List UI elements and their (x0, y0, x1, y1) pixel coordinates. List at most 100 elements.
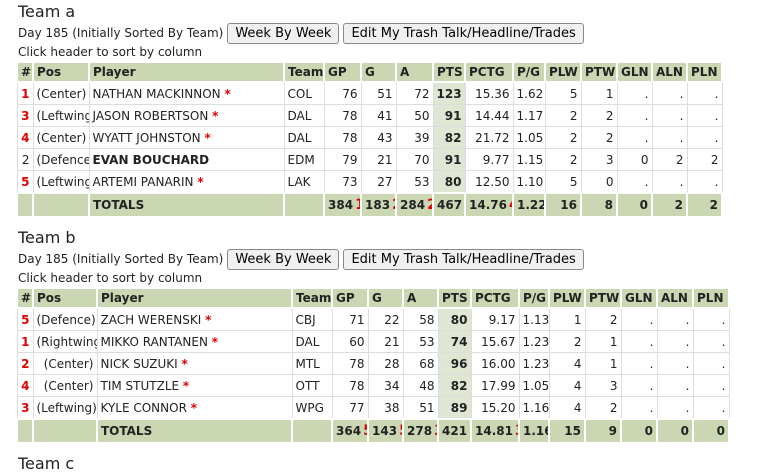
column-header[interactable]: # (16, 287, 34, 309)
action-button[interactable]: Edit My Trash Talk/Headline/Trades (343, 248, 584, 270)
column-header[interactable]: PCTG (470, 287, 520, 309)
column-header[interactable]: PTW (580, 61, 618, 83)
player-name: TIM STUTZLE (100, 378, 180, 393)
star: * (224, 86, 231, 101)
total-value: 278 (407, 424, 433, 438)
team-section: Team b Day 185 (Initially Sorted By Team)… (16, 228, 730, 444)
column-header[interactable]: GP (323, 61, 362, 83)
total-value: 0 (639, 198, 648, 212)
player-cell: ZACH WERENSKI * (96, 307, 293, 331)
pos-cell: (Center) (32, 126, 90, 149)
column-header[interactable]: GLN (620, 287, 658, 309)
total-cell: 16 (544, 192, 582, 218)
sort-note: Click header to sort by column (18, 45, 203, 59)
standings-table: # Pos Player Team GP G A PTS PCTG P/G PLW PTW GLN ALN… (16, 61, 723, 218)
stat-cell: 60 (331, 330, 369, 353)
column-header[interactable]: Pos (32, 287, 98, 309)
stat-cell: 53 (395, 170, 434, 194)
column-header[interactable]: PTS (437, 287, 472, 309)
column-header[interactable]: Team (291, 287, 333, 309)
stat-cell: 76 (323, 81, 362, 105)
totals-blank (283, 192, 325, 218)
stat-cell: 0 (580, 170, 618, 194)
column-header[interactable]: G (360, 61, 397, 83)
stat-cell: . (620, 352, 658, 375)
player-name: KYLE CONNOR (100, 400, 187, 415)
column-header[interactable]: Player (96, 287, 293, 309)
stat-cell: 1.62 (512, 81, 546, 105)
column-header[interactable]: PTW (584, 287, 622, 309)
stat-cell: . (692, 307, 730, 331)
column-header[interactable]: GP (331, 287, 369, 309)
team-title: Team a (18, 2, 76, 21)
column-header[interactable]: ALN (656, 287, 694, 309)
pos-cell: (Defence) (32, 307, 98, 331)
total-cell: 0 (656, 418, 694, 444)
action-button[interactable]: Edit My Trash Talk/Headline/Trades (343, 22, 584, 44)
action-button[interactable]: Week By Week (227, 248, 340, 270)
player-name: WYATT JOHNSTON (92, 130, 201, 145)
rank-cell: 4 (16, 374, 34, 397)
player-cell: WYATT JOHNSTON * (88, 126, 285, 149)
stat-cell: 15.20 (470, 396, 520, 420)
pos-cell: (Leftwing) (32, 104, 90, 127)
stat-cell: . (692, 374, 730, 397)
stat-cell: 4 (548, 352, 586, 375)
stat-cell: . (656, 307, 694, 331)
stat-cell: 91 (432, 148, 466, 171)
player-row: 5(Leftwing)ARTEMI PANARIN *LAK7327538012… (16, 170, 723, 194)
stat-cell: 4 (548, 396, 586, 420)
column-header[interactable]: # (16, 61, 34, 83)
stat-cell: 9.17 (470, 307, 520, 331)
stat-cell: 27 (360, 170, 397, 194)
stat-cell: 53 (402, 330, 439, 353)
column-header[interactable]: PLN (686, 61, 723, 83)
stat-cell: 2 (584, 396, 622, 420)
stat-cell: . (620, 396, 658, 420)
rank-cell: 3 (16, 396, 34, 420)
stat-cell: 21 (367, 330, 404, 353)
player-cell: MIKKO RANTANEN * (96, 330, 293, 353)
column-header[interactable]: PLN (692, 287, 730, 309)
stat-cell: 78 (323, 126, 362, 149)
column-header[interactable]: ALN (651, 61, 688, 83)
rank-cell: 5 (16, 307, 34, 331)
stat-cell: 2 (544, 126, 582, 149)
total-value: 14.81 (475, 424, 513, 438)
stat-cell: 39 (395, 126, 434, 149)
player-row: 1 (Center) NATHAN MACKINNON * COL 76 51 72 123 1… (16, 81, 723, 105)
column-header[interactable]: P/G (518, 287, 550, 309)
column-header[interactable]: Player (88, 61, 285, 83)
column-header[interactable]: PLW (544, 61, 582, 83)
column-header[interactable]: GLN (616, 61, 653, 83)
total-value: 16 (560, 198, 577, 212)
column-header[interactable]: Pos (32, 61, 90, 83)
stat-cell: 3 (584, 374, 622, 397)
player-row: 4 (Center) TIM STUTZLE * OTT 78 34 48 82 17.99 1.… (16, 374, 730, 397)
stat-cell: . (656, 352, 694, 375)
column-header[interactable]: P/G (512, 61, 546, 83)
player-cell: ARTEMI PANARIN * (88, 170, 285, 194)
stat-cell: 21.72 (464, 126, 514, 149)
stat-cell: . (651, 170, 688, 194)
total-value: 421 (442, 424, 468, 438)
stat-cell: 1.23 (518, 330, 550, 353)
column-header[interactable]: PLW (548, 287, 586, 309)
team-section: Team c (18, 454, 74, 474)
action-button[interactable]: Week By Week (227, 22, 340, 44)
total-cell: 2783 (402, 418, 439, 444)
column-header[interactable]: A (402, 287, 439, 309)
stat-cell: 77 (331, 396, 369, 420)
column-header[interactable]: A (395, 61, 434, 83)
stat-cell: 15.67 (470, 330, 520, 353)
stat-cell: . (616, 104, 653, 127)
column-header[interactable]: G (367, 287, 404, 309)
column-header[interactable]: PCTG (464, 61, 514, 83)
player-row: 3(Leftwing)JASON ROBERTSON *DAL784150911… (16, 104, 723, 127)
player-cell: NATHAN MACKINNON * (88, 81, 285, 105)
star: * (212, 108, 219, 123)
column-header[interactable]: PTS (432, 61, 466, 83)
team-cell: MTL (291, 352, 333, 375)
column-header[interactable]: Team (283, 61, 325, 83)
pos-cell: (Leftwing) (32, 170, 90, 194)
